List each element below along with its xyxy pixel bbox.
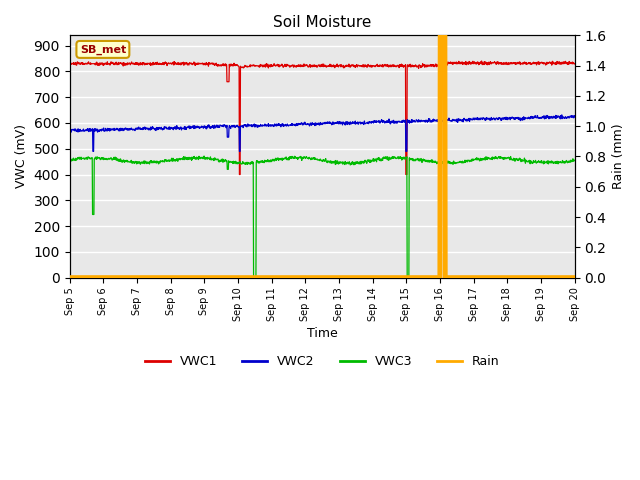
X-axis label: Time: Time (307, 327, 337, 340)
Text: SB_met: SB_met (80, 44, 126, 55)
Title: Soil Moisture: Soil Moisture (273, 15, 371, 30)
Y-axis label: VWC (mV): VWC (mV) (15, 124, 28, 189)
Y-axis label: Rain (mm): Rain (mm) (612, 124, 625, 189)
Legend: VWC1, VWC2, VWC3, Rain: VWC1, VWC2, VWC3, Rain (140, 350, 505, 373)
